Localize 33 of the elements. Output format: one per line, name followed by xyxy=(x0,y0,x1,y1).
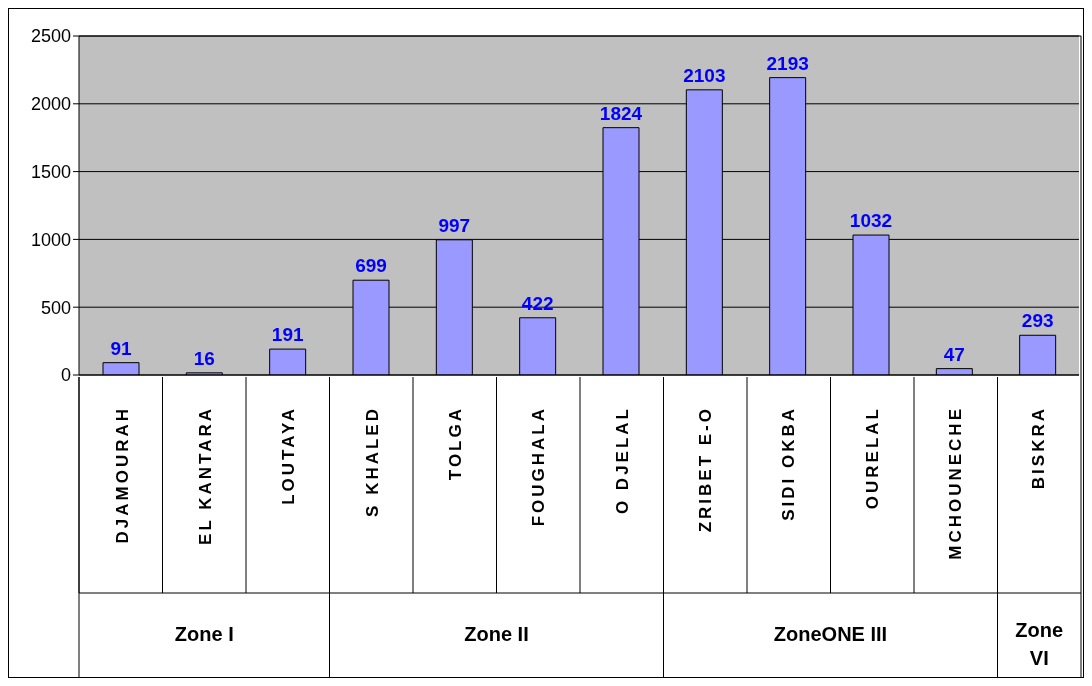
x-tick-label: O DJELAL xyxy=(612,406,632,515)
text: Zone I xyxy=(174,623,234,645)
data-label: 191 xyxy=(271,324,304,346)
x-tick-label: DJAMOURAH xyxy=(112,406,132,544)
data-label: 1824 xyxy=(599,102,643,124)
y-tick-label: 2500 xyxy=(30,26,71,47)
x-tick-label: ZRIBET E-O xyxy=(696,406,715,533)
y-tick-label: 2000 xyxy=(30,94,71,115)
x-tick-label: FOUGHALA xyxy=(529,406,549,527)
x-tick-label: SIDI OKBA xyxy=(779,406,799,521)
text: Zone VI xyxy=(1015,619,1064,669)
y-tick-label: 1500 xyxy=(30,161,71,182)
data-label: 16 xyxy=(193,347,215,369)
data-label: 47 xyxy=(943,343,965,365)
data-label: 2193 xyxy=(766,52,809,74)
text: Zone II xyxy=(464,623,529,645)
data-label: 2103 xyxy=(683,64,726,86)
x-tick-label: OURELAL xyxy=(862,406,882,510)
y-tick-label: 0 xyxy=(60,365,71,386)
x-tick-label: LOUTAYA xyxy=(279,406,299,505)
data-label: 91 xyxy=(110,337,132,359)
data-label: 293 xyxy=(1021,310,1054,332)
x-tick-label: BISKRA xyxy=(1029,406,1049,490)
y-tick-label: 1000 xyxy=(30,229,71,250)
x-tick-label: TOLGA xyxy=(446,406,465,481)
x-tick-label: EL KANTARA xyxy=(196,406,215,545)
data-label: 997 xyxy=(438,214,471,236)
data-label: 699 xyxy=(355,255,387,277)
y-tick-label: 500 xyxy=(40,297,71,318)
x-tick-label: MCHOUNECHE xyxy=(946,406,965,560)
data-label: 1032 xyxy=(849,210,893,232)
text: ZoneONE III xyxy=(773,623,888,645)
x-tick-label: S KHALED xyxy=(362,406,382,517)
